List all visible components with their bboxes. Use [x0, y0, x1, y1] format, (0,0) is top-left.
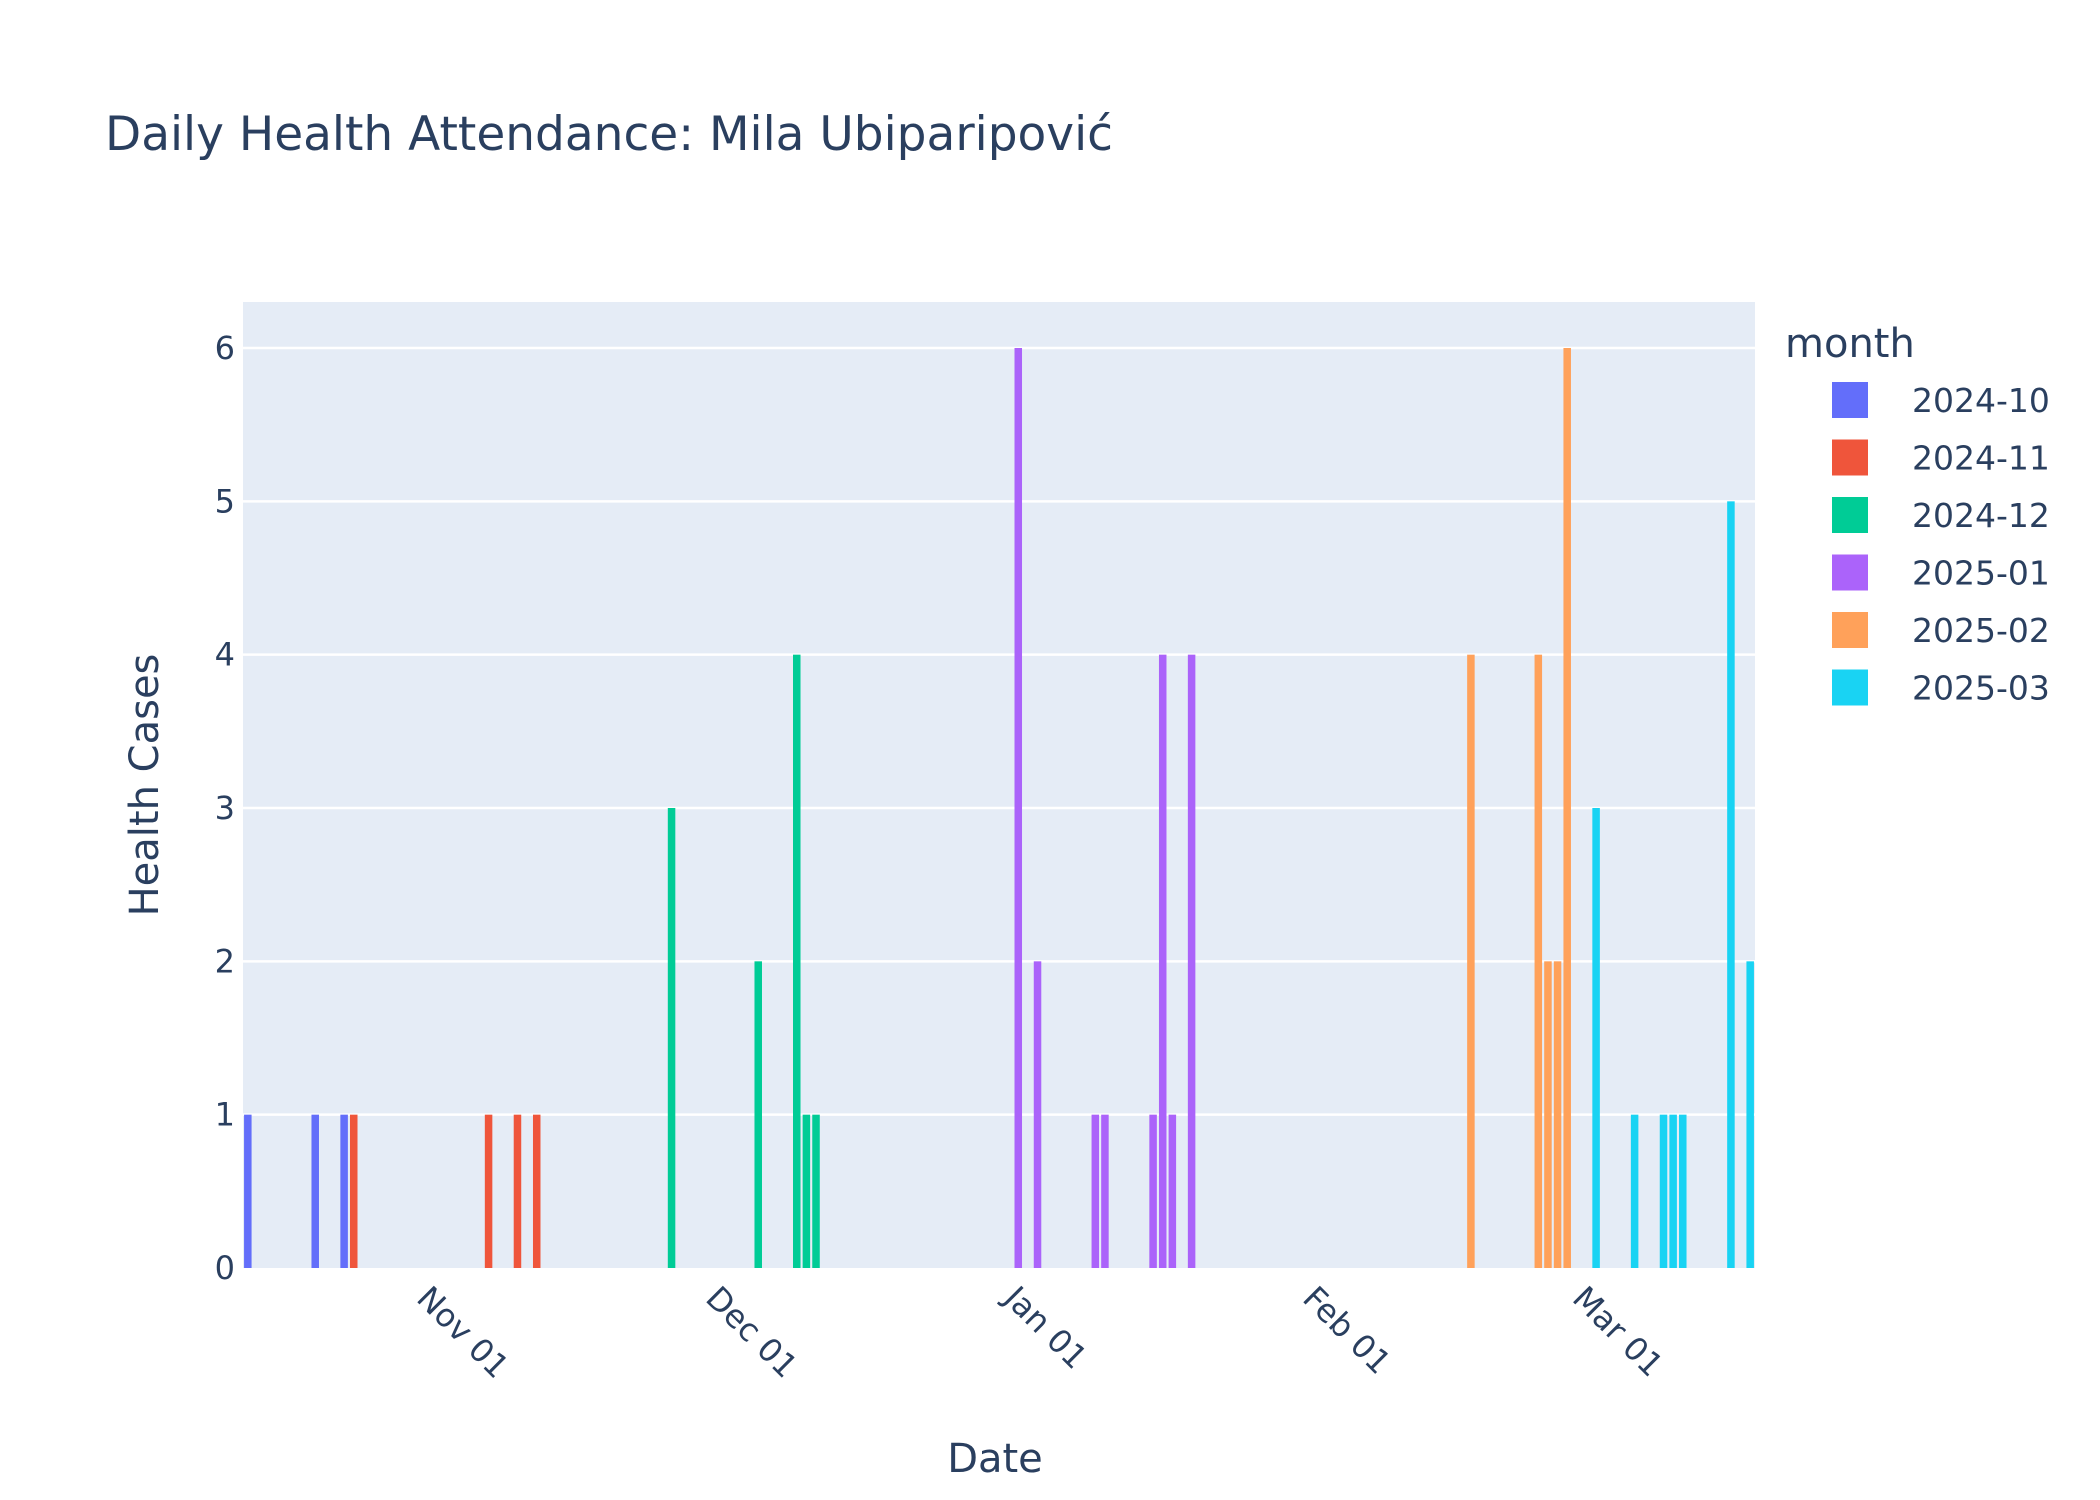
bar[interactable] — [667, 808, 676, 1268]
bar[interactable] — [311, 1114, 319, 1268]
bar[interactable] — [1669, 1114, 1677, 1268]
bar[interactable] — [484, 1114, 493, 1268]
bar[interactable] — [1467, 654, 1475, 1268]
chart-title: Daily Health Attendance: Mila Ubiparipov… — [105, 107, 1113, 162]
bar[interactable] — [1101, 1114, 1109, 1268]
y-axis-ticks: 0 1 2 3 4 5 6 — [215, 329, 235, 1287]
bar[interactable] — [349, 1114, 358, 1268]
legend-item-label[interactable]: 2025-03 — [1912, 669, 2050, 708]
legend-swatch[interactable] — [1832, 382, 1868, 418]
bar[interactable] — [802, 1114, 811, 1268]
bar[interactable] — [812, 1114, 820, 1268]
legend-swatch[interactable] — [1832, 669, 1868, 706]
bar[interactable] — [513, 1114, 522, 1268]
y-tick-label: 3 — [215, 789, 235, 827]
y-tick-label: 2 — [215, 942, 235, 980]
legend-swatch[interactable] — [1832, 612, 1868, 648]
bar[interactable] — [1158, 654, 1167, 1268]
y-tick-label: 0 — [215, 1249, 235, 1287]
y-tick-label: 4 — [215, 636, 235, 674]
bar[interactable] — [340, 1114, 348, 1268]
bar[interactable] — [1630, 1114, 1639, 1268]
y-tick-label: 1 — [215, 1096, 235, 1134]
bar[interactable] — [532, 1114, 541, 1268]
legend: month 2024-10 2024-11 2024-12 2025-01 2025-0… — [1785, 321, 2050, 708]
bar[interactable] — [1091, 1114, 1100, 1268]
x-axis-title: Date — [947, 1436, 1043, 1482]
bar[interactable] — [244, 1114, 252, 1268]
legend-item-label[interactable]: 2024-11 — [1912, 439, 2050, 478]
bar[interactable] — [1679, 1114, 1687, 1268]
legend-item-label[interactable]: 2024-12 — [1912, 496, 2050, 535]
bar[interactable] — [1553, 961, 1562, 1268]
legend-swatch[interactable] — [1832, 439, 1868, 476]
y-tick-label: 6 — [215, 329, 235, 367]
gridlines — [243, 346, 1755, 1116]
legend-swatch[interactable] — [1832, 554, 1868, 591]
bar[interactable] — [1727, 501, 1735, 1268]
y-tick-label: 5 — [215, 482, 235, 520]
bar[interactable] — [793, 654, 801, 1268]
legend-item-label[interactable]: 2025-01 — [1912, 554, 2050, 593]
bar[interactable] — [754, 961, 762, 1268]
bar[interactable] — [1014, 348, 1023, 1268]
legend-item-label[interactable]: 2024-10 — [1912, 381, 2050, 420]
legend-title: month — [1785, 321, 1915, 367]
plot-area — [243, 302, 1755, 1268]
bar[interactable] — [1746, 961, 1754, 1268]
bar[interactable] — [1544, 961, 1552, 1268]
legend-swatch[interactable] — [1832, 497, 1868, 533]
bar[interactable] — [1187, 654, 1196, 1268]
legend-item-label[interactable]: 2025-02 — [1912, 611, 2050, 650]
bar[interactable] — [1592, 808, 1600, 1268]
bar[interactable] — [1659, 1114, 1668, 1268]
bar[interactable] — [1168, 1114, 1177, 1268]
y-axis-title: Health Cases — [122, 654, 168, 917]
bar[interactable] — [1149, 1114, 1157, 1268]
bars — [244, 348, 1754, 1268]
bar[interactable] — [1563, 348, 1571, 1268]
bar[interactable] — [1534, 654, 1543, 1268]
bar[interactable] — [1033, 961, 1042, 1268]
